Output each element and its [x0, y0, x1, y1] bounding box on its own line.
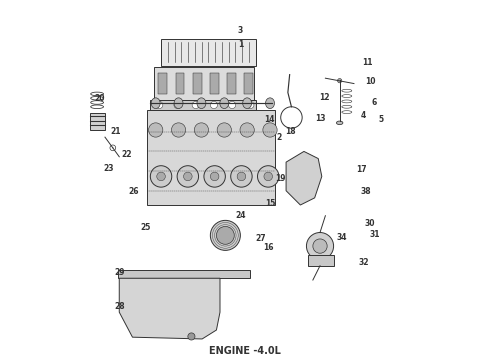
Bar [161, 39, 256, 66]
Text: 26: 26 [128, 187, 139, 196]
Text: 20: 20 [94, 94, 104, 103]
Bar [308, 255, 334, 266]
Text: 13: 13 [316, 114, 326, 123]
Circle shape [210, 172, 219, 181]
Circle shape [157, 172, 165, 181]
Text: 6: 6 [372, 98, 377, 107]
Circle shape [237, 172, 245, 181]
Ellipse shape [151, 98, 160, 109]
Bar [118, 270, 250, 278]
Ellipse shape [243, 98, 251, 109]
Text: 24: 24 [236, 211, 246, 220]
Bar [150, 100, 256, 111]
Circle shape [194, 123, 209, 137]
Bar [147, 111, 275, 205]
Text: 1: 1 [238, 40, 243, 49]
Bar [210, 73, 219, 94]
Text: 5: 5 [379, 116, 384, 125]
Circle shape [172, 123, 186, 137]
Polygon shape [119, 278, 220, 339]
Circle shape [150, 166, 172, 187]
Circle shape [264, 172, 272, 181]
Text: 38: 38 [361, 187, 371, 196]
Circle shape [188, 333, 195, 340]
Text: 14: 14 [264, 116, 274, 125]
Text: 15: 15 [266, 199, 276, 208]
Bar [227, 73, 236, 94]
Bar [90, 113, 104, 130]
Ellipse shape [174, 98, 183, 109]
Text: 17: 17 [356, 165, 367, 174]
Ellipse shape [220, 98, 229, 109]
Text: 18: 18 [285, 127, 296, 136]
Polygon shape [286, 152, 322, 205]
Text: ENGINE -4.0L: ENGINE -4.0L [209, 346, 281, 356]
Text: 4: 4 [361, 111, 366, 120]
Circle shape [217, 123, 231, 137]
Text: 28: 28 [114, 302, 124, 311]
Circle shape [210, 102, 218, 109]
Bar [193, 73, 201, 94]
Circle shape [184, 172, 192, 181]
Text: 10: 10 [366, 77, 376, 86]
Circle shape [204, 166, 225, 187]
Circle shape [240, 123, 254, 137]
Circle shape [231, 166, 252, 187]
Text: 11: 11 [362, 58, 372, 67]
Circle shape [210, 220, 241, 250]
Circle shape [258, 166, 279, 187]
Text: 30: 30 [364, 219, 374, 228]
Circle shape [338, 78, 342, 83]
Text: 29: 29 [114, 268, 124, 277]
Text: 27: 27 [256, 234, 267, 243]
Bar [175, 73, 184, 94]
Text: 25: 25 [141, 222, 151, 231]
Circle shape [228, 102, 236, 109]
Circle shape [148, 123, 163, 137]
Circle shape [263, 123, 277, 137]
Ellipse shape [197, 98, 206, 109]
Circle shape [192, 102, 199, 109]
Bar [158, 73, 167, 94]
Text: 19: 19 [275, 174, 285, 183]
Circle shape [156, 102, 163, 109]
Bar [154, 67, 254, 100]
Text: 2: 2 [276, 132, 282, 141]
Ellipse shape [266, 98, 274, 109]
Text: 32: 32 [358, 258, 369, 267]
Circle shape [217, 226, 234, 244]
Text: 34: 34 [337, 233, 347, 242]
Text: 22: 22 [121, 150, 132, 159]
Text: 16: 16 [263, 243, 273, 252]
Text: 23: 23 [103, 164, 114, 173]
Circle shape [306, 233, 334, 260]
Circle shape [247, 102, 254, 109]
Text: 31: 31 [369, 230, 380, 239]
Text: 12: 12 [319, 93, 330, 102]
Circle shape [177, 166, 198, 187]
Text: 3: 3 [238, 26, 243, 35]
Bar [244, 73, 253, 94]
Text: 21: 21 [110, 127, 121, 136]
Circle shape [313, 239, 327, 253]
Ellipse shape [337, 121, 343, 125]
Circle shape [174, 102, 181, 109]
